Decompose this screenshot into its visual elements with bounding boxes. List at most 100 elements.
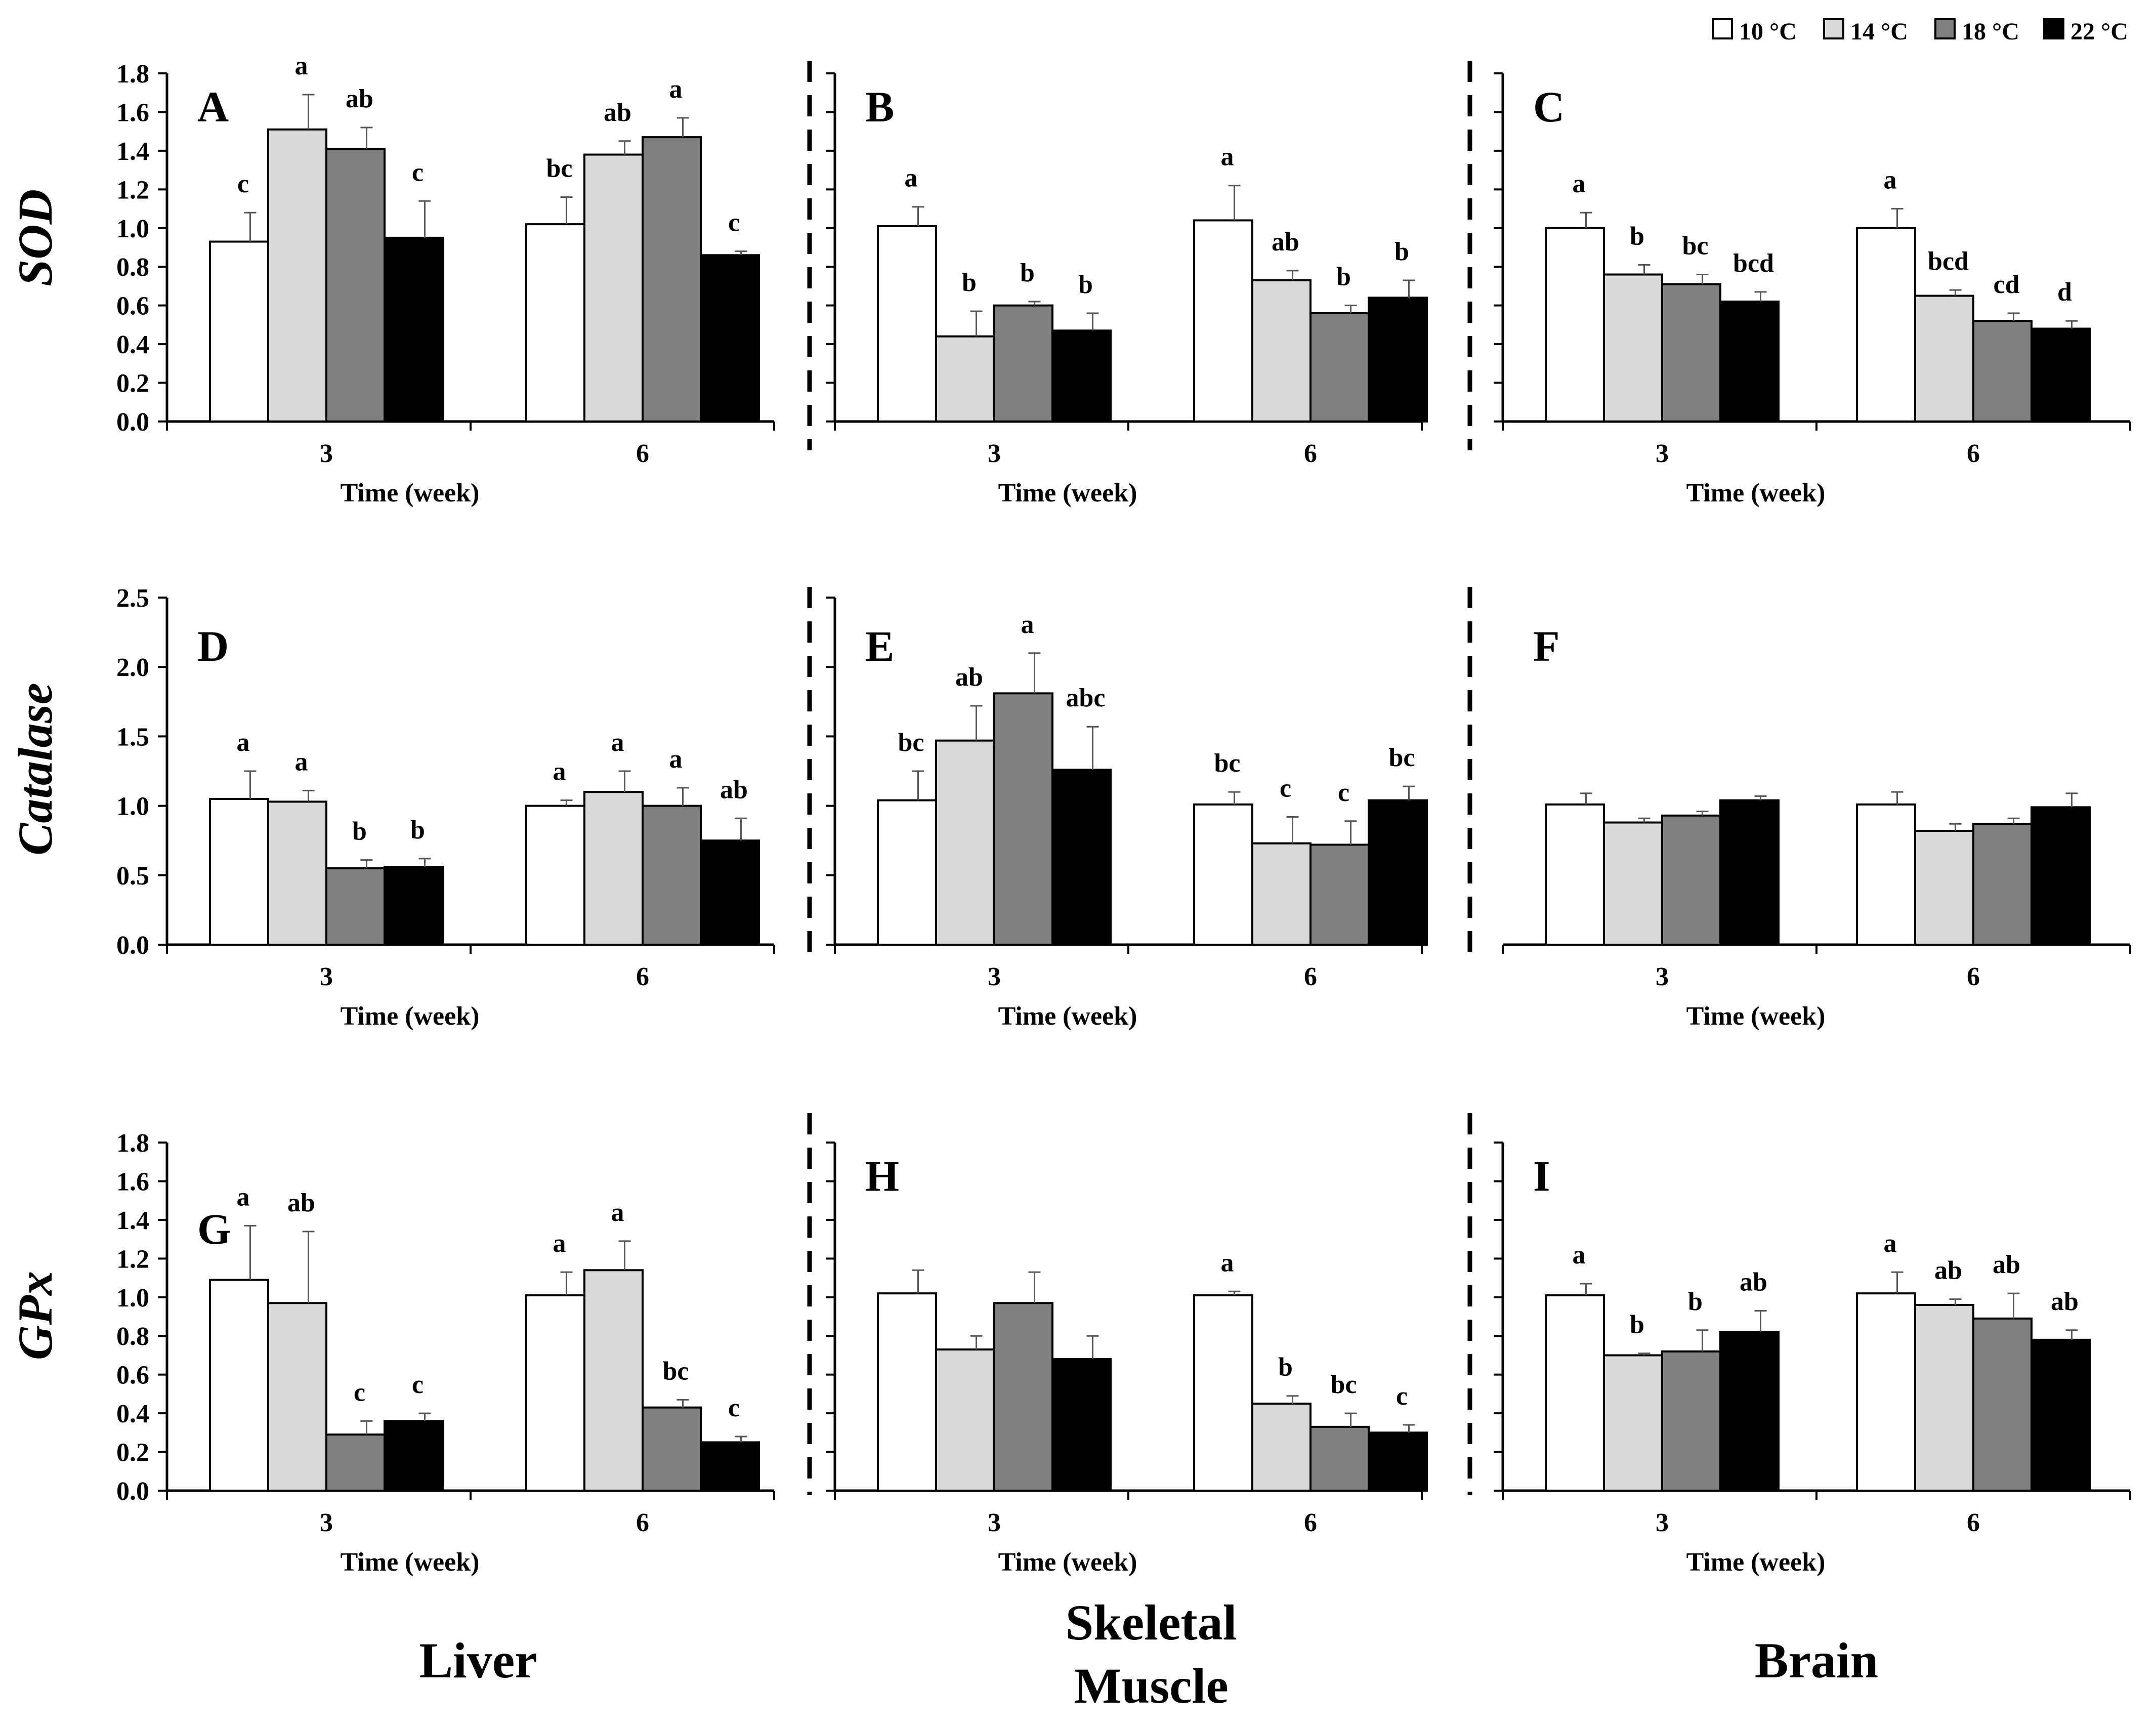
bar xyxy=(267,800,327,946)
significance-letter: ab xyxy=(720,775,748,804)
legend: 10 °C 14 °C 18 °C 22 °C xyxy=(1712,18,2128,45)
row-column-labels: SOD Catalase GPx Liver Skeletal Muscle Brain xyxy=(8,189,1878,1714)
bar xyxy=(325,867,386,946)
y-tick-label: 0.0 xyxy=(116,408,149,437)
bar xyxy=(1603,1354,1663,1492)
x-tick-label: 3 xyxy=(320,962,333,991)
bar xyxy=(1719,301,1780,423)
bar xyxy=(1368,799,1428,946)
significance-letter: b xyxy=(352,817,367,846)
bar xyxy=(642,1406,702,1492)
bar xyxy=(1309,1425,1370,1492)
bar xyxy=(1972,320,2033,423)
significance-letter: a xyxy=(1573,170,1586,198)
x-tick-label: 6 xyxy=(1967,1508,1980,1537)
legend-swatch xyxy=(2043,18,2064,39)
significance-letter: a xyxy=(1884,1229,1897,1258)
y-tick-label: 0.4 xyxy=(116,330,149,359)
bar xyxy=(209,240,269,423)
y-tick-label: 0.5 xyxy=(116,862,149,891)
panel-G: 0.00.20.40.60.81.01.21.41.61.8a abc c3aabc… xyxy=(116,1129,775,1577)
row-label: Catalase xyxy=(8,683,62,855)
x-axis-title: Time (week) xyxy=(1686,1002,1826,1031)
panel-letter: F xyxy=(1533,622,1560,670)
significance-letter: ab xyxy=(1934,1256,1962,1285)
significance-letter: ab xyxy=(955,663,983,692)
significance-letter: b xyxy=(962,268,977,297)
x-tick-label: 6 xyxy=(1304,962,1317,991)
bar xyxy=(1051,1358,1112,1492)
bar xyxy=(1914,829,1974,946)
significance-letter: b xyxy=(1688,1287,1703,1316)
significance-letter: abc xyxy=(1066,684,1106,712)
bar xyxy=(1856,803,1916,946)
column-label: Skeletal Muscle xyxy=(1066,1594,1237,1714)
x-tick-label: 6 xyxy=(1304,439,1317,468)
x-tick-label: 3 xyxy=(1656,962,1669,991)
y-tick-label: 1.4 xyxy=(116,137,149,166)
x-tick-label: 6 xyxy=(636,962,649,991)
y-tick-label: 1.4 xyxy=(116,1206,149,1235)
significance-letter: ab xyxy=(604,98,631,127)
y-tick-label: 1.5 xyxy=(116,723,149,751)
x-axis-title: Time (week) xyxy=(1686,479,1826,508)
y-tick-label: 0.6 xyxy=(116,1361,149,1390)
y-tick-label: 2.0 xyxy=(116,653,149,682)
bar xyxy=(1251,279,1312,423)
bar xyxy=(993,1302,1053,1492)
chart-panels: 0.00.20.40.60.81.01.21.41.61.8caabc3bcab… xyxy=(116,52,2131,1577)
bar xyxy=(384,866,444,946)
bar xyxy=(525,1294,585,1492)
bar xyxy=(1603,273,1663,423)
bar xyxy=(642,805,702,946)
bar xyxy=(209,797,269,946)
significance-letter: ab xyxy=(2051,1287,2079,1316)
x-tick-label: 6 xyxy=(1967,439,1980,468)
x-tick-label: 3 xyxy=(988,1508,1001,1537)
significance-letter: a xyxy=(669,745,683,774)
panel-E: bc ab a abc 3 bc c c bc 6 Time (week) E xyxy=(826,597,1428,1031)
significance-letter: a xyxy=(295,747,308,776)
bar xyxy=(1972,823,2033,946)
legend-label: 22 °C xyxy=(2070,18,2128,45)
bar xyxy=(384,236,444,423)
bar xyxy=(384,1420,444,1492)
bar xyxy=(1251,842,1312,946)
bar xyxy=(1368,1431,1428,1492)
panel-letter: A xyxy=(197,82,229,131)
x-tick-label: 3 xyxy=(1656,439,1669,468)
significance-letter: bcd xyxy=(1928,247,1969,276)
bar xyxy=(2031,806,2091,946)
bar xyxy=(935,335,995,423)
bar xyxy=(1051,329,1112,423)
y-tick-label: 1.8 xyxy=(116,60,149,89)
significance-letter: c xyxy=(412,158,424,187)
bar xyxy=(1856,1292,1916,1492)
bar xyxy=(993,692,1053,946)
significance-letter: c xyxy=(354,1378,365,1407)
bar xyxy=(267,1302,327,1492)
x-axis-title: Time (week) xyxy=(341,479,480,508)
bar xyxy=(877,799,937,946)
bar xyxy=(1545,803,1605,946)
y-tick-label: 0.0 xyxy=(116,931,149,960)
significance-letter: bc xyxy=(546,154,573,183)
bar xyxy=(2031,1338,2091,1492)
x-axis-title: Time (week) xyxy=(1686,1548,1826,1577)
legend-label: 18 °C xyxy=(1962,18,2019,45)
panel-dividers xyxy=(807,61,1472,1495)
bar xyxy=(1251,1403,1312,1492)
legend-swatch xyxy=(1934,18,1956,39)
y-tick-label: 0.2 xyxy=(116,1439,149,1467)
significance-letter: ab xyxy=(346,85,373,113)
column-label-line: Skeletal xyxy=(1066,1594,1237,1651)
significance-letter: ab xyxy=(1993,1250,2020,1279)
x-axis-title: Time (week) xyxy=(341,1002,480,1031)
bar xyxy=(325,1433,386,1492)
legend-label: 10 °C xyxy=(1739,18,1797,45)
x-tick-label: 6 xyxy=(636,1508,649,1537)
